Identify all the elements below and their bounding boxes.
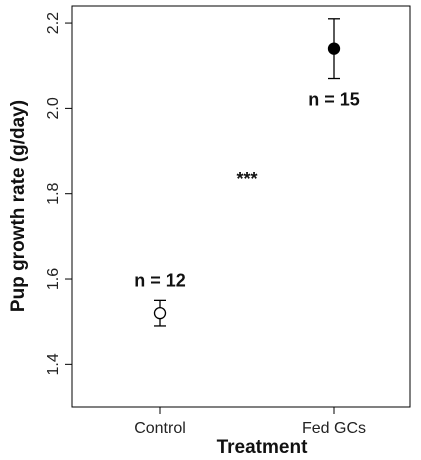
sample-size-label: n = 12	[134, 270, 186, 290]
y-tick-label: 1.4	[45, 353, 62, 375]
annotations: n = 12 n = 15 ***	[134, 90, 360, 291]
sample-size-label: n = 15	[308, 90, 360, 110]
y-tick-label: 1.6	[45, 268, 62, 290]
x-axis: Control Fed GCs	[134, 407, 366, 437]
significance-label: ***	[236, 169, 257, 189]
y-axis-title: Pup growth rate (g/day)	[8, 100, 29, 312]
data-point	[327, 42, 341, 55]
x-tick-label: Fed GCs	[302, 420, 366, 437]
x-tick-label: Control	[134, 420, 186, 437]
x-axis-title: Treatment	[217, 437, 308, 458]
plot-frame	[71, 5, 411, 408]
data-marks	[153, 18, 341, 327]
y-axis: 1.4 1.6 1.8 2.0 2.2	[45, 12, 72, 375]
data-point	[153, 306, 167, 320]
y-tick-label: 2.2	[45, 12, 62, 34]
y-tick-label: 2.0	[45, 97, 62, 119]
y-tick-label: 1.8	[45, 182, 62, 204]
